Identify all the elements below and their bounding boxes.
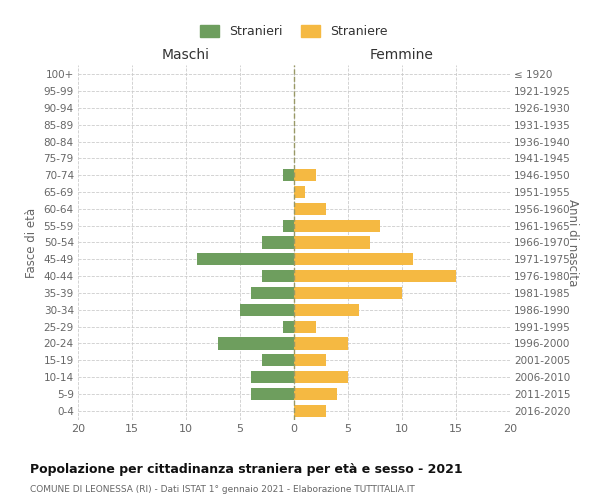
Y-axis label: Fasce di età: Fasce di età	[25, 208, 38, 278]
Bar	[294, 388, 337, 400]
Y-axis label: Anni di nascita: Anni di nascita	[566, 199, 579, 286]
Bar	[262, 236, 294, 248]
Bar	[294, 236, 370, 248]
Bar	[251, 287, 294, 299]
Bar	[294, 254, 413, 266]
Bar	[262, 354, 294, 366]
Text: Maschi: Maschi	[162, 48, 210, 62]
Bar	[294, 404, 326, 417]
Bar	[294, 304, 359, 316]
Text: Popolazione per cittadinanza straniera per età e sesso - 2021: Popolazione per cittadinanza straniera p…	[30, 462, 463, 475]
Bar	[240, 304, 294, 316]
Bar	[251, 388, 294, 400]
Bar	[218, 338, 294, 349]
Bar	[251, 371, 294, 383]
Bar	[294, 287, 402, 299]
Bar	[283, 220, 294, 232]
Text: Femmine: Femmine	[370, 48, 434, 62]
Bar	[262, 270, 294, 282]
Bar	[294, 354, 326, 366]
Bar	[294, 220, 380, 232]
Bar	[283, 169, 294, 181]
Bar	[294, 338, 348, 349]
Bar	[283, 320, 294, 332]
Legend: Stranieri, Straniere: Stranieri, Straniere	[197, 22, 391, 42]
Bar	[294, 320, 316, 332]
Bar	[197, 254, 294, 266]
Bar	[294, 270, 456, 282]
Text: COMUNE DI LEONESSA (RI) - Dati ISTAT 1° gennaio 2021 - Elaborazione TUTTITALIA.I: COMUNE DI LEONESSA (RI) - Dati ISTAT 1° …	[30, 485, 415, 494]
Bar	[294, 169, 316, 181]
Bar	[294, 186, 305, 198]
Bar	[294, 203, 326, 215]
Bar	[294, 371, 348, 383]
